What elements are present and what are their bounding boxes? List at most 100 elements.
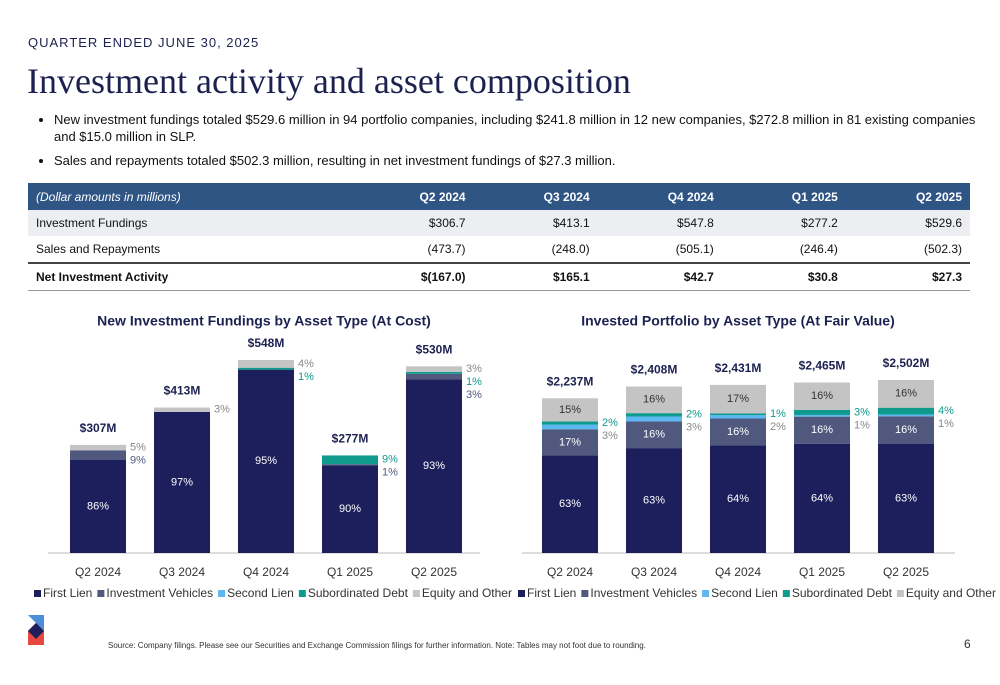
data-label: 1% (770, 408, 786, 420)
legend-swatch (518, 590, 525, 597)
data-label: 15% (559, 404, 581, 416)
data-label: 16% (895, 388, 917, 400)
cell: $30.8 (721, 262, 846, 291)
total-label: $2,431M (715, 361, 762, 375)
cell: $277.2 (721, 210, 846, 236)
legend-swatch (581, 590, 589, 597)
cell: $547.8 (597, 210, 722, 236)
bar-segment (154, 411, 210, 553)
bar-segment (710, 415, 766, 419)
legend-label: Second Lien (711, 586, 778, 600)
cell: (246.4) (799, 242, 838, 256)
legend-swatch (702, 590, 710, 597)
data-label: 16% (895, 424, 917, 436)
data-label: 4% (938, 405, 954, 417)
data-label: 63% (643, 494, 665, 506)
header-cell: Q2 2024 (349, 183, 474, 210)
bar-segment (70, 460, 126, 553)
bar-segment (794, 409, 850, 415)
data-label: 97% (171, 476, 193, 488)
legend-swatch (34, 590, 41, 597)
legend-swatch (218, 590, 226, 597)
chart-title: New Investment Fundings by Asset Type (A… (97, 313, 431, 329)
bar-segment (794, 382, 850, 410)
data-label: 90% (339, 503, 361, 515)
logo (28, 623, 44, 639)
legend-label: First Lien (43, 586, 92, 600)
cell: $413.1 (473, 210, 598, 236)
legend-swatch (412, 590, 420, 597)
bar-segment (406, 371, 462, 374)
legend-swatch (298, 590, 306, 597)
header-cell: Q3 2024 (473, 183, 598, 210)
x-tick-label: Q4 2024 (243, 565, 289, 579)
bar-segment (626, 421, 682, 449)
cell: $165.1 (473, 262, 598, 291)
total-label: $2,408M (631, 363, 678, 377)
kicker: QUARTER ENDED JUNE 30, 2025 (28, 35, 260, 50)
data-label: 95% (255, 455, 277, 467)
bar-segment (322, 455, 378, 465)
bar-segment (710, 445, 766, 553)
page-number: 6 (964, 637, 971, 651)
title: Investment activity and asset compositio… (27, 61, 631, 101)
data-label: 2% (602, 417, 618, 429)
cell: $42.7 (597, 262, 722, 291)
bar-segment (878, 407, 934, 415)
bullets: New investment fundings totaled $529.6 m… (32, 111, 989, 176)
data-label: 3% (214, 404, 230, 416)
x-tick-label: Q2 2024 (75, 565, 121, 579)
legend-label: Equity and Other (906, 586, 996, 600)
legend-label: First Lien (527, 586, 576, 600)
data-label: 3% (686, 422, 702, 434)
bar-segment (322, 464, 378, 466)
header-cell: Q2 2025 (845, 183, 970, 210)
data-label: 3% (602, 430, 618, 442)
bar-segment (406, 366, 462, 372)
data-label: 9% (382, 454, 398, 466)
bar-segment (238, 367, 294, 370)
cell: $306.7 (349, 210, 474, 236)
header-cell: Q1 2025 (721, 183, 846, 210)
cell: (248.0) (551, 242, 590, 256)
data-label: 64% (811, 492, 833, 504)
legend-label: Investment Vehicles (590, 586, 697, 600)
legend-swatch (896, 590, 904, 597)
data-label: 2% (686, 409, 702, 421)
header-cell: Q4 2024 (597, 183, 722, 210)
legend-label: Equity and Other (422, 586, 512, 600)
source-note: Source: Company filings. Please see our … (108, 641, 646, 650)
data-label: 63% (895, 492, 917, 504)
legend-swatch (782, 590, 790, 597)
row: Investment Fundings $306.7 $413.1 $547.8 $27… (28, 210, 970, 236)
data-label: 93% (423, 460, 445, 472)
legend-label: Subordinated Debt (308, 586, 409, 600)
data-label: 16% (643, 394, 665, 406)
bar-segment (542, 398, 598, 422)
cell: (473.7) (427, 242, 466, 256)
data-label: 2% (770, 421, 786, 433)
x-tick-label: Q3 2024 (631, 565, 677, 579)
x-tick-label: Q3 2024 (159, 565, 205, 579)
bar-segment (878, 416, 934, 445)
bar-segment (794, 414, 850, 417)
data-label: 1% (382, 467, 398, 479)
total-label: $548M (248, 336, 285, 350)
cell: (505.1) (675, 242, 714, 256)
bar-segment (154, 407, 210, 412)
table: (Dollar amounts in millions) Q2 2024 Q3 20… (28, 183, 970, 291)
row: Net Investment Activity $(167.0) $165.1 $42… (28, 262, 970, 291)
cell: Investment Fundings (28, 210, 350, 236)
cell: $27.3 (845, 262, 970, 291)
total-label: $2,237M (547, 374, 594, 388)
cell: (502.3) (923, 242, 962, 256)
cell: Net Investment Activity (28, 262, 350, 291)
data-label: 16% (643, 429, 665, 441)
legend-label: Subordinated Debt (792, 586, 893, 600)
data-label: 16% (811, 390, 833, 402)
data-label: 5% (130, 441, 146, 453)
bar-segment (542, 421, 598, 425)
total-label: $2,502M (883, 356, 930, 370)
bar-segment (70, 450, 126, 461)
